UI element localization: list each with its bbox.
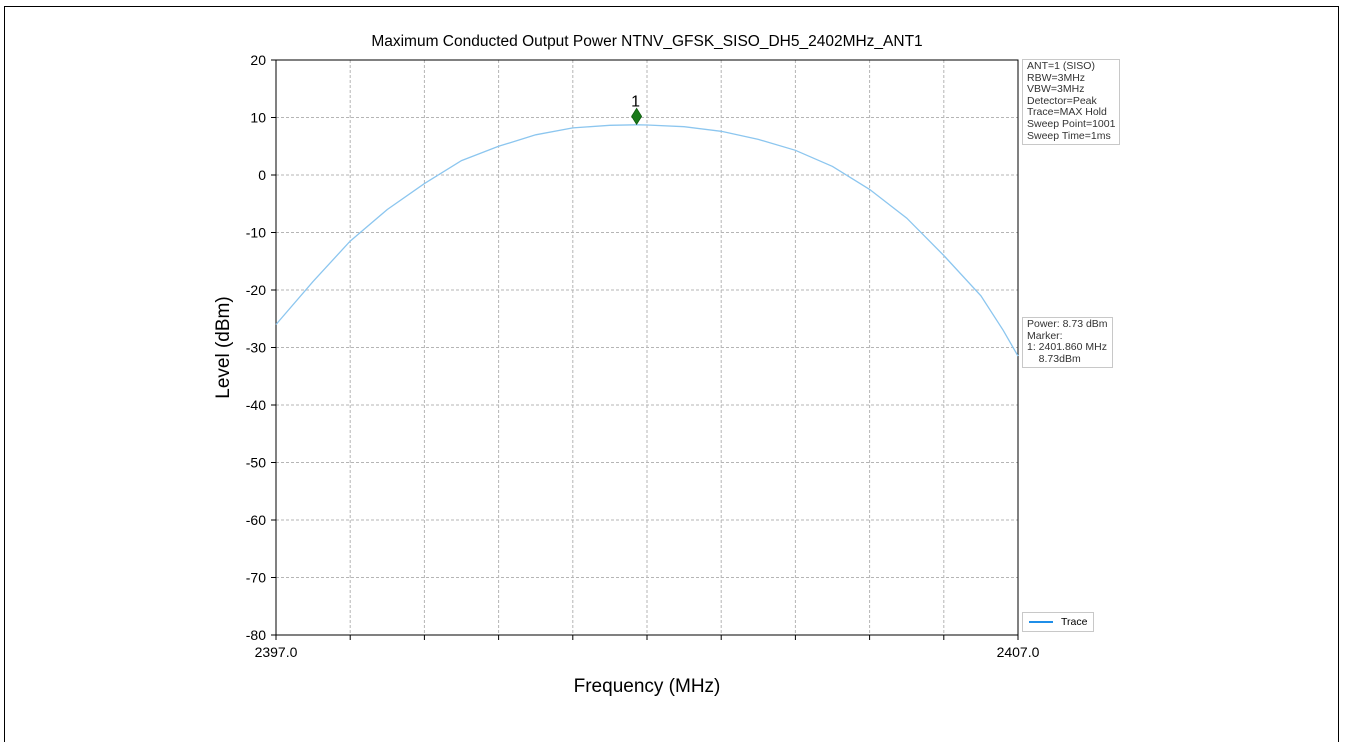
- marker-1-label: 1: [631, 93, 640, 110]
- marker-1: [631, 107, 643, 126]
- y-axis-label: Level (dBm): [213, 296, 234, 398]
- y-tick-label: -70: [246, 570, 266, 586]
- y-tick-label: 20: [250, 52, 266, 68]
- power-box: Power: 8.73 dBm Marker: 1: 2401.860 MHz …: [1022, 317, 1113, 369]
- y-tick-label: -30: [246, 340, 266, 356]
- x-tick-label: 2397.0: [255, 644, 298, 660]
- y-tick-label: -10: [246, 225, 266, 241]
- series-line-trace: [275, 124, 1019, 357]
- y-tick-label: 10: [250, 110, 266, 126]
- y-tick-label: -60: [246, 512, 266, 528]
- y-tick-label: -80: [246, 627, 266, 643]
- y-tick-label: 0: [258, 167, 266, 183]
- y-tick-label: -20: [246, 282, 266, 298]
- figure-frame: [4, 6, 1339, 742]
- y-tick-label: -50: [246, 455, 266, 471]
- y-tick-label: -40: [246, 397, 266, 413]
- legend-label: Trace: [1061, 616, 1088, 628]
- chart-title: Maximum Conducted Output Power NTNV_GFSK…: [371, 33, 922, 50]
- legend: Trace: [1022, 612, 1095, 632]
- settings-box: ANT=1 (SISO) RBW=3MHz VBW=3MHz Detector=…: [1022, 59, 1121, 146]
- axes-frame: [275, 59, 1019, 636]
- x-axis-label: Frequency (MHz): [574, 676, 721, 697]
- x-tick-label: 2407.0: [997, 644, 1040, 660]
- legend-swatch: [1029, 621, 1053, 623]
